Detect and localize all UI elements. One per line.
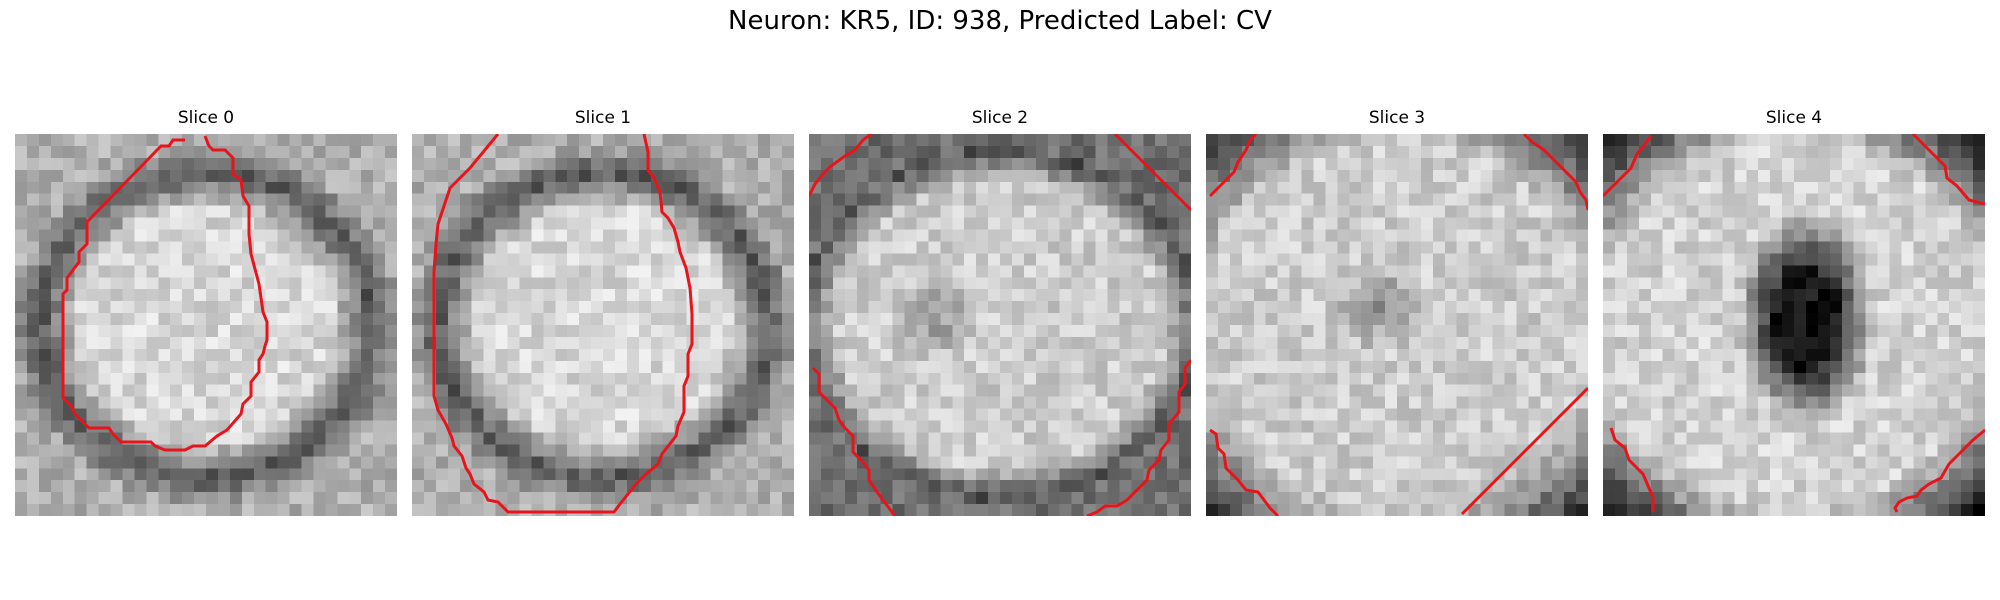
- boundary-contour: [1460, 386, 1588, 516]
- boundary-contour: [61, 135, 269, 452]
- slice-panel-4: [1603, 134, 1985, 516]
- boundary-contour: [1911, 134, 1985, 206]
- slice-panel-3: [1206, 134, 1588, 516]
- boundary-contour: [1209, 428, 1280, 516]
- figure-title: Neuron: KR5, ID: 938, Predicted Label: C…: [728, 6, 1272, 36]
- boundary-overlay-4: [1603, 134, 1985, 513]
- boundary-contour: [432, 134, 694, 514]
- boundary-contour: [811, 366, 897, 516]
- boundary-contour: [1208, 134, 1258, 198]
- panel-title-slice-4: Slice 4: [1765, 108, 1823, 128]
- panel-title-slice-3: Slice 3: [1368, 108, 1426, 128]
- boundary-overlay-3: [1208, 134, 1588, 516]
- boundary-overlay-1: [432, 134, 694, 514]
- slice-image-1: [412, 134, 794, 516]
- slice-panel-1: [412, 134, 794, 516]
- boundary-contour: [1609, 427, 1655, 512]
- boundary-overlay-0: [61, 135, 269, 452]
- boundary-contour: [809, 134, 872, 197]
- boundary-contour: [1113, 134, 1191, 212]
- panel-title-slice-1: Slice 1: [574, 108, 632, 128]
- panel-title-slice-0: Slice 0: [177, 108, 235, 128]
- boundary-contour: [1893, 428, 1985, 513]
- slice-image-2: [809, 134, 1191, 516]
- slice-panel-2: [809, 134, 1191, 516]
- slice-panel-0: [15, 134, 397, 516]
- boundary-contour: [1603, 135, 1653, 198]
- slice-image-4: [1603, 134, 1985, 516]
- boundary-overlay-2: [809, 134, 1191, 516]
- boundary-contour: [1086, 359, 1191, 516]
- slice-image-0: [15, 134, 397, 516]
- boundary-contour: [1522, 134, 1588, 211]
- panel-title-slice-2: Slice 2: [971, 108, 1029, 128]
